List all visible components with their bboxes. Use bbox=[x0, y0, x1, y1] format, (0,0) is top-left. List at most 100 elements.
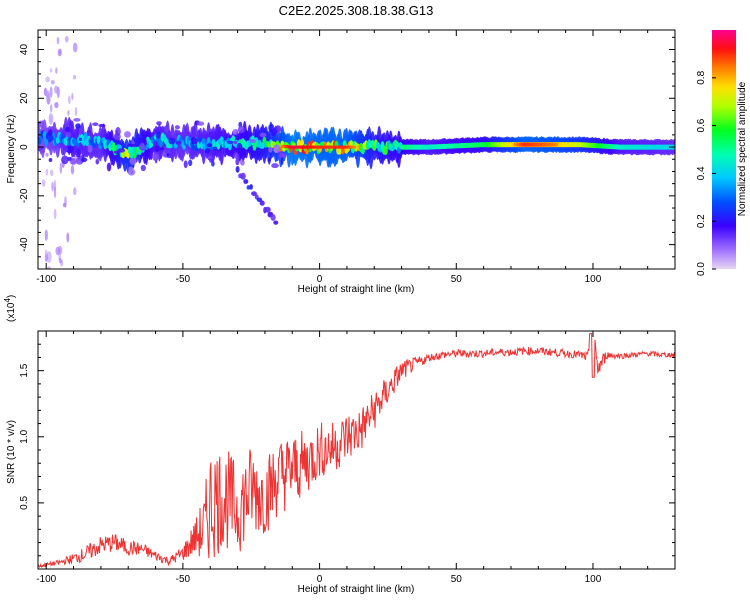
snr-panel: -100 -50 0 50 100 0.5 1.0 1.5 Height of straigh… bbox=[3, 295, 676, 595]
heatmap-blob bbox=[212, 146, 218, 152]
heatmap-branch bbox=[270, 214, 276, 221]
x-tick-label: 50 bbox=[451, 574, 463, 585]
snr-y-multiplier: (x104) bbox=[3, 295, 17, 322]
colorbar: 0.0 0.2 0.4 0.6 0.8 Normalized spectral ampl… bbox=[696, 30, 748, 276]
heatmap-speckle bbox=[58, 257, 62, 264]
heatmap-branch bbox=[249, 184, 253, 190]
heatmap-speckle bbox=[57, 48, 62, 57]
heatmap-branch bbox=[264, 206, 271, 213]
heatmap-blob bbox=[240, 159, 245, 166]
heatmap-blob bbox=[127, 143, 135, 147]
heatmap-core bbox=[201, 138, 206, 145]
heatmap-blob bbox=[208, 128, 216, 132]
heatmap-blob bbox=[209, 157, 213, 163]
heatmap-core bbox=[96, 135, 101, 145]
heatmap-blob bbox=[155, 130, 161, 139]
heatmap-blob bbox=[168, 137, 176, 145]
heatmap-blob bbox=[237, 125, 245, 134]
heatmap-speckle bbox=[51, 181, 54, 192]
heatmap-speckle bbox=[50, 80, 55, 85]
x-tick-label: 50 bbox=[451, 274, 463, 285]
heatmap-blob bbox=[271, 163, 279, 169]
heatmap-blob bbox=[280, 157, 284, 166]
heatmap-blob bbox=[48, 158, 53, 162]
heatmap-blob bbox=[129, 157, 137, 165]
y-tick-label: 20 bbox=[19, 92, 30, 104]
snr-frame bbox=[37, 330, 676, 570]
heatmap-blob bbox=[218, 152, 222, 161]
heatmap-blob bbox=[190, 137, 198, 145]
heatmap-blob bbox=[124, 131, 131, 138]
colorbar-tick-label: 0.0 bbox=[696, 262, 707, 276]
heatmap-speckle bbox=[46, 251, 52, 263]
y-tick-label: 0.5 bbox=[19, 496, 30, 510]
heatmap-blob bbox=[48, 129, 53, 137]
heatmap-speckle bbox=[44, 229, 48, 241]
heatmap-branch bbox=[243, 179, 249, 184]
heatmap-branch bbox=[246, 185, 251, 190]
heatmap-branch bbox=[273, 220, 279, 225]
heatmap-speckle bbox=[53, 186, 57, 198]
colorbar-gradient bbox=[712, 30, 736, 269]
heatmap-blob bbox=[278, 153, 287, 159]
x-tick-label: -100 bbox=[36, 574, 56, 585]
colorbar-tick-label: 0.2 bbox=[696, 214, 707, 228]
heatmap-speckle bbox=[72, 42, 78, 53]
heatmap-blob bbox=[81, 157, 88, 163]
heatmap-blob bbox=[115, 127, 121, 136]
heatmap-blob bbox=[38, 123, 43, 127]
heatmap-blob bbox=[250, 139, 256, 143]
heatmap-blob bbox=[75, 123, 81, 129]
y-tick-label: 0 bbox=[19, 144, 30, 150]
heatmap-speckle bbox=[50, 104, 53, 113]
heatmap-blob bbox=[227, 140, 234, 145]
snr-x-axis-label: Height of straight line (km) bbox=[298, 584, 415, 595]
heatmap-blob bbox=[204, 148, 211, 154]
heatmap-blob bbox=[197, 121, 205, 126]
x-tick-label: 100 bbox=[585, 574, 602, 585]
heatmap-blob bbox=[73, 118, 81, 122]
heatmap-speckle bbox=[67, 110, 70, 116]
y-tick-label: -40 bbox=[19, 237, 30, 252]
snr-plot-area bbox=[38, 333, 675, 569]
heatmap-blob bbox=[67, 145, 75, 152]
spectrogram-x-axis-label: Height of straight line (km) bbox=[298, 284, 415, 295]
heatmap-blob bbox=[162, 149, 171, 158]
heatmap-blob bbox=[65, 126, 70, 133]
heatmap-blob bbox=[183, 160, 188, 169]
y-tick-label: -20 bbox=[19, 188, 30, 203]
heatmap-speckle bbox=[74, 106, 78, 117]
heatmap-blob bbox=[128, 166, 134, 172]
y-tick-label: 40 bbox=[19, 44, 30, 56]
heatmap-branch bbox=[240, 172, 246, 180]
heatmap-speckle bbox=[49, 68, 53, 73]
heatmap-speckle bbox=[45, 152, 49, 157]
figure-title: C2E2.2025.308.18.38.G13 bbox=[279, 3, 434, 18]
heatmap-speckle bbox=[66, 232, 70, 243]
heatmap-blob bbox=[236, 143, 243, 151]
heatmap-speckle bbox=[45, 168, 49, 176]
heatmap-blob bbox=[273, 144, 281, 154]
y-tick-label: 1.0 bbox=[19, 429, 30, 443]
heatmap-speckle bbox=[71, 93, 74, 100]
heatmap-speckle bbox=[49, 86, 53, 98]
x-tick-label: 100 bbox=[585, 274, 602, 285]
heatmap-speckle bbox=[73, 187, 77, 196]
colorbar-tick-label: 0.4 bbox=[696, 166, 707, 180]
snr-y-axis-label: SNR (10 * v/v) bbox=[6, 420, 17, 484]
heatmap-blob bbox=[268, 146, 273, 153]
heatmap-speckle bbox=[55, 246, 61, 256]
spectrogram-y-axis-label: Frequency (Hz) bbox=[6, 115, 17, 184]
heatmap-blob bbox=[98, 123, 106, 128]
heatmap-blob bbox=[75, 148, 81, 158]
spectrogram-panel: -100 -50 0 50 100 40 20 0 -20 -40 Height of strai… bbox=[6, 29, 676, 295]
heatmap-blob bbox=[163, 125, 170, 133]
colorbar-ticks: 0.0 0.2 0.4 0.6 0.8 bbox=[696, 70, 716, 276]
heatmap-speckle bbox=[41, 179, 46, 187]
heatmap-blob bbox=[270, 128, 277, 137]
heatmap-speckle bbox=[46, 90, 50, 102]
heatmap-speckle bbox=[56, 36, 60, 45]
heatmap-blob bbox=[188, 159, 193, 167]
heatmap-marks bbox=[38, 35, 675, 269]
